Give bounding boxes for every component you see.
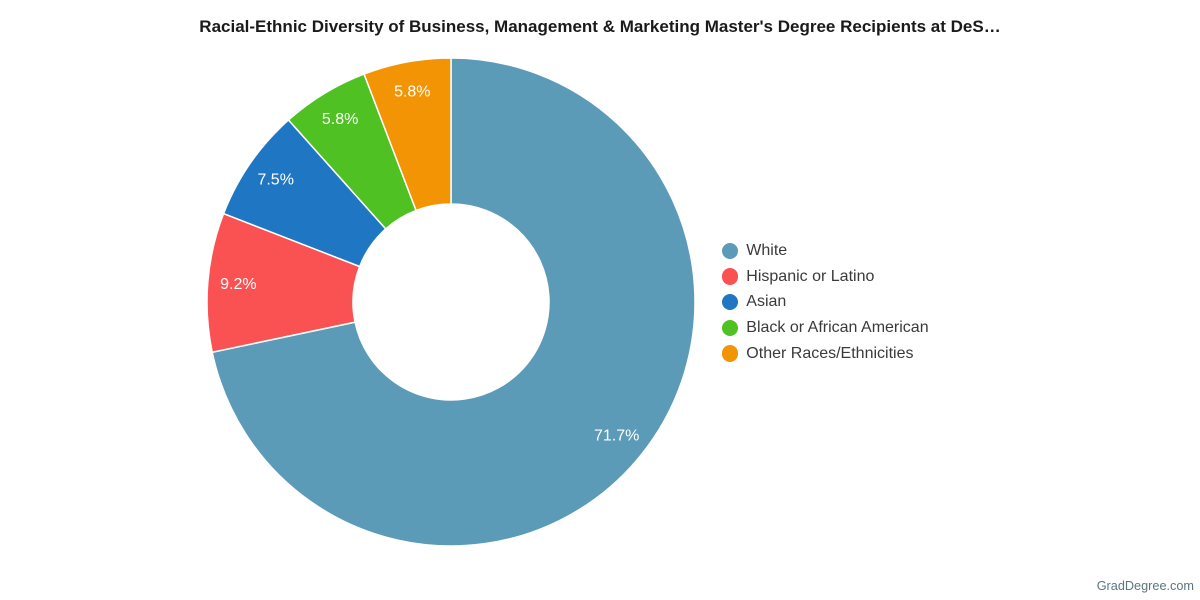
- svg-text:5.8%: 5.8%: [394, 83, 430, 100]
- svg-text:9.2%: 9.2%: [220, 276, 256, 293]
- svg-text:71.7%: 71.7%: [594, 428, 639, 445]
- svg-text:7.5%: 7.5%: [257, 172, 293, 189]
- svg-text:5.8%: 5.8%: [322, 111, 358, 128]
